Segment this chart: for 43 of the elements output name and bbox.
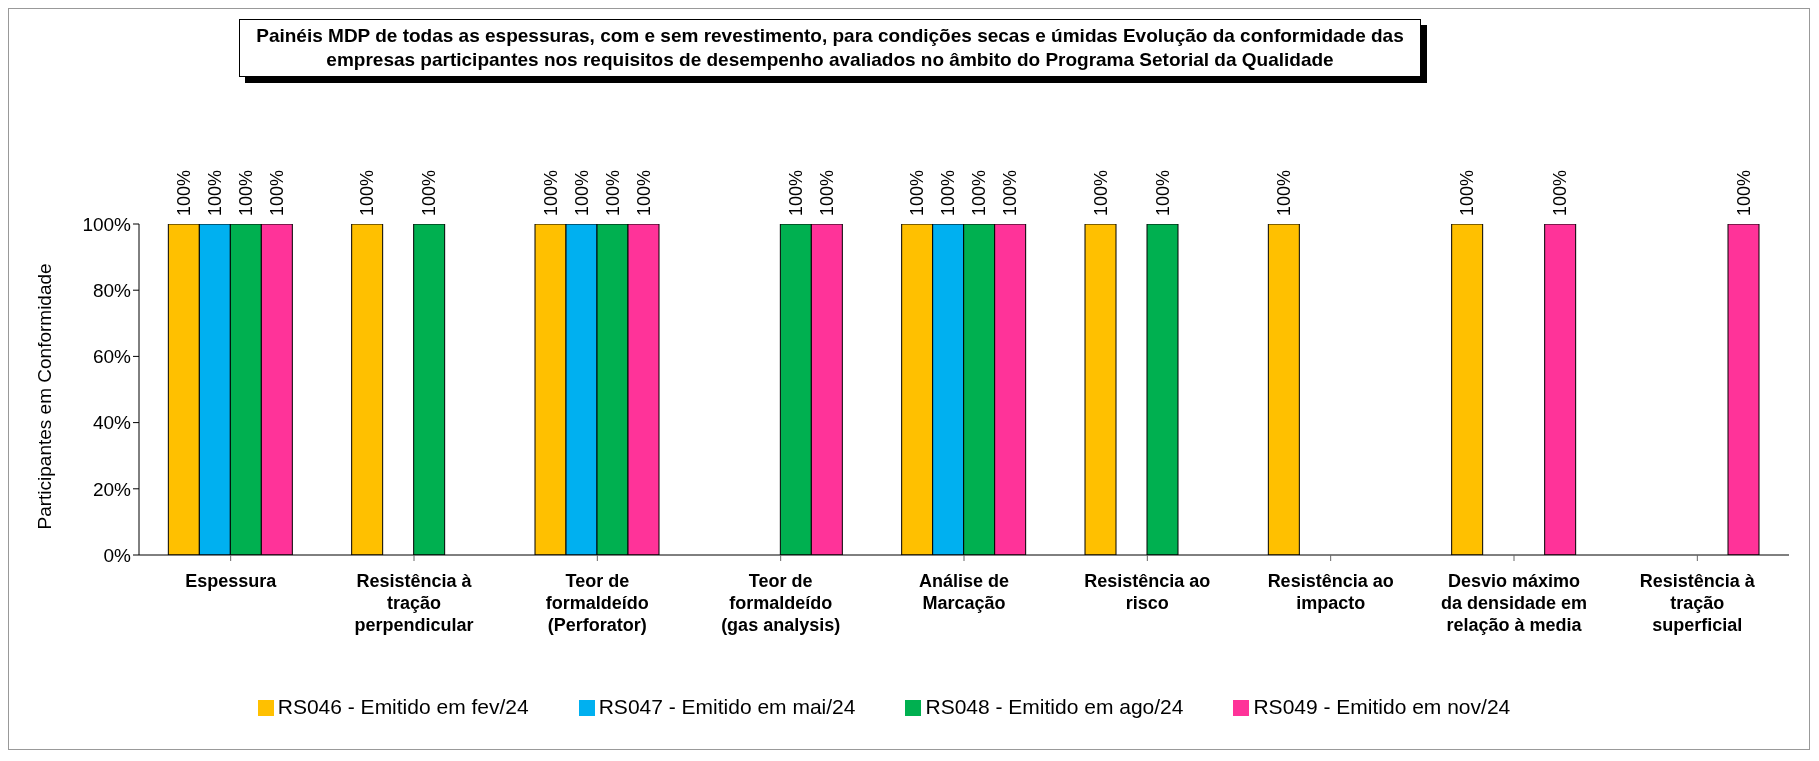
data-label: 100% bbox=[571, 169, 592, 216]
data-label: 100% bbox=[357, 169, 378, 216]
x-tick-label: Resistência ao impacto bbox=[1267, 571, 1394, 613]
x-tick-label: Espessura bbox=[185, 571, 278, 591]
legend-label: RS049 - Emitido em nov/24 bbox=[1253, 695, 1511, 718]
y-tick-label: 0% bbox=[103, 544, 132, 566]
data-label: 100% bbox=[907, 169, 928, 216]
data-label: 100% bbox=[540, 169, 561, 216]
data-label: 100% bbox=[1090, 169, 1111, 216]
legend-label: RS046 - Emitido em fev/24 bbox=[277, 695, 529, 718]
data-label: 100% bbox=[419, 169, 440, 216]
data-label: 100% bbox=[602, 169, 623, 216]
x-tick-label: Resistência à tração perpendicular bbox=[354, 571, 474, 635]
data-label: 100% bbox=[1457, 169, 1478, 216]
y-tick-label: 80% bbox=[92, 279, 132, 301]
y-tick-label: 40% bbox=[92, 412, 132, 434]
x-tick-label: Teor de formaldeído (Perforator) bbox=[545, 571, 649, 635]
data-label: 100% bbox=[173, 169, 194, 216]
data-label: 100% bbox=[633, 169, 654, 216]
data-label: 100% bbox=[1733, 169, 1754, 216]
legend-label: RS048 - Emitido em ago/24 bbox=[925, 695, 1184, 718]
data-label: 100% bbox=[969, 169, 990, 216]
x-tick-label: Resistência à tração superficial bbox=[1639, 571, 1756, 635]
data-label: 100% bbox=[235, 169, 256, 216]
data-label: 100% bbox=[816, 169, 837, 216]
data-label: 100% bbox=[1000, 169, 1021, 216]
data-label: 100% bbox=[1273, 169, 1294, 216]
legend-label: RS047 - Emitido em mai/24 bbox=[598, 695, 856, 718]
y-axis-title: Participantes em Conformidade bbox=[33, 263, 55, 530]
data-label: 100% bbox=[785, 169, 806, 216]
data-label: 100% bbox=[204, 169, 225, 216]
y-tick-label: 100% bbox=[82, 213, 132, 235]
data-label: 100% bbox=[1152, 169, 1173, 216]
data-label: 100% bbox=[938, 169, 959, 216]
data-label: 100% bbox=[1550, 169, 1571, 216]
x-tick-label: Desvio máximo da densidade em relação à media bbox=[1440, 571, 1588, 635]
x-tick-label: Teor de formaldeído (gas analysis) bbox=[721, 571, 841, 635]
x-tick-label: Análise de Marcação bbox=[918, 571, 1010, 613]
y-tick-label: 60% bbox=[92, 346, 132, 368]
y-tick-label: 20% bbox=[92, 478, 132, 500]
x-tick-label: Resistência ao risco bbox=[1084, 571, 1211, 613]
data-label: 100% bbox=[266, 169, 287, 216]
chart-title: Painéis MDP de todas as espessuras, com e sem revestimento, para condições secas e úmidas Evolução da conformidade das empresas participantes nos requisitos de desempenho avaliados no âmbito do Programa Setorial da Qualidade bbox=[239, 19, 1421, 77]
